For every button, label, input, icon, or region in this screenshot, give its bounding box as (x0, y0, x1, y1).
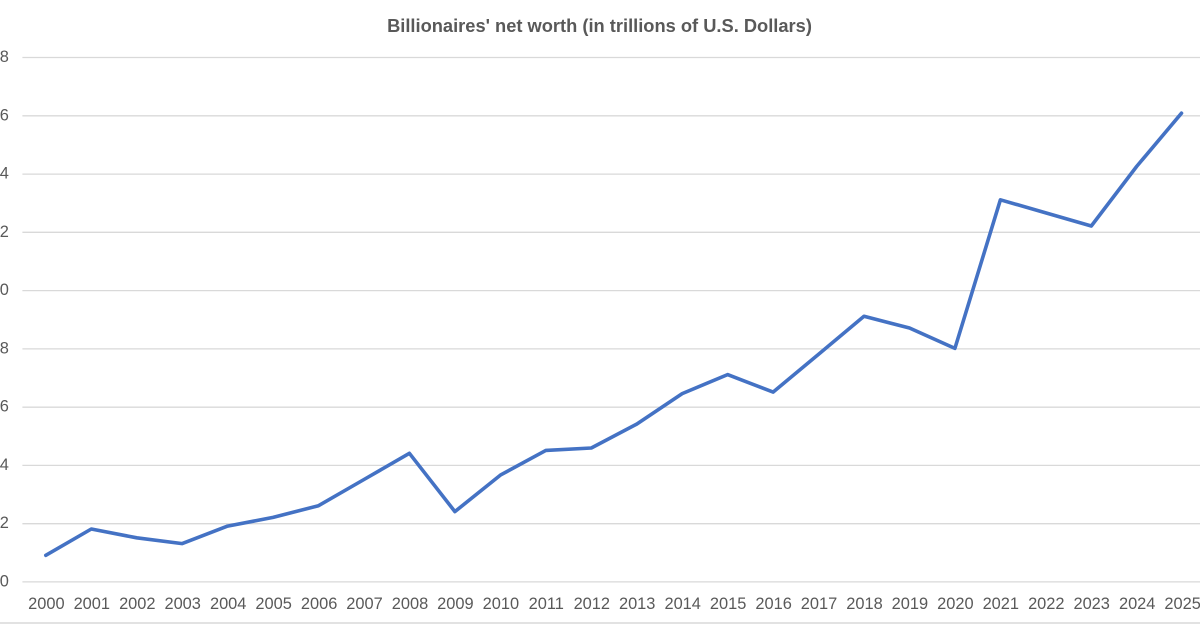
svg-text:2025: 2025 (1164, 595, 1200, 613)
svg-text:6: 6 (0, 398, 9, 416)
svg-text:2012: 2012 (574, 595, 610, 613)
svg-text:2017: 2017 (801, 595, 837, 613)
svg-text:14: 14 (0, 165, 9, 183)
svg-text:2: 2 (0, 514, 9, 532)
svg-text:2007: 2007 (346, 595, 382, 613)
svg-text:2018: 2018 (846, 595, 882, 613)
svg-text:Billionaires' net worth (in tr: Billionaires' net worth (in trillions of… (387, 15, 812, 36)
svg-text:8: 8 (0, 339, 9, 357)
svg-text:2000: 2000 (28, 595, 64, 613)
svg-text:2024: 2024 (1119, 595, 1155, 613)
svg-text:4: 4 (0, 456, 9, 474)
svg-text:10: 10 (0, 281, 9, 299)
svg-text:0: 0 (0, 573, 9, 591)
svg-text:2021: 2021 (983, 595, 1019, 613)
svg-text:2022: 2022 (1028, 595, 1064, 613)
svg-text:2023: 2023 (1073, 595, 1109, 613)
svg-text:2015: 2015 (710, 595, 746, 613)
svg-text:16: 16 (0, 106, 9, 124)
svg-text:2019: 2019 (892, 595, 928, 613)
svg-text:2013: 2013 (619, 595, 655, 613)
svg-text:2008: 2008 (392, 595, 428, 613)
svg-text:2016: 2016 (755, 595, 791, 613)
svg-text:2011: 2011 (529, 595, 564, 613)
svg-text:2014: 2014 (664, 595, 700, 613)
svg-text:2001: 2001 (74, 595, 110, 613)
svg-text:2005: 2005 (255, 595, 291, 613)
svg-text:2003: 2003 (164, 595, 200, 613)
svg-text:2009: 2009 (437, 595, 473, 613)
svg-text:12: 12 (0, 223, 9, 241)
svg-text:18: 18 (0, 48, 9, 66)
svg-text:2020: 2020 (937, 595, 973, 613)
svg-text:2006: 2006 (301, 595, 337, 613)
svg-text:2002: 2002 (119, 595, 155, 613)
svg-text:2010: 2010 (483, 595, 519, 613)
svg-text:2004: 2004 (210, 595, 246, 613)
